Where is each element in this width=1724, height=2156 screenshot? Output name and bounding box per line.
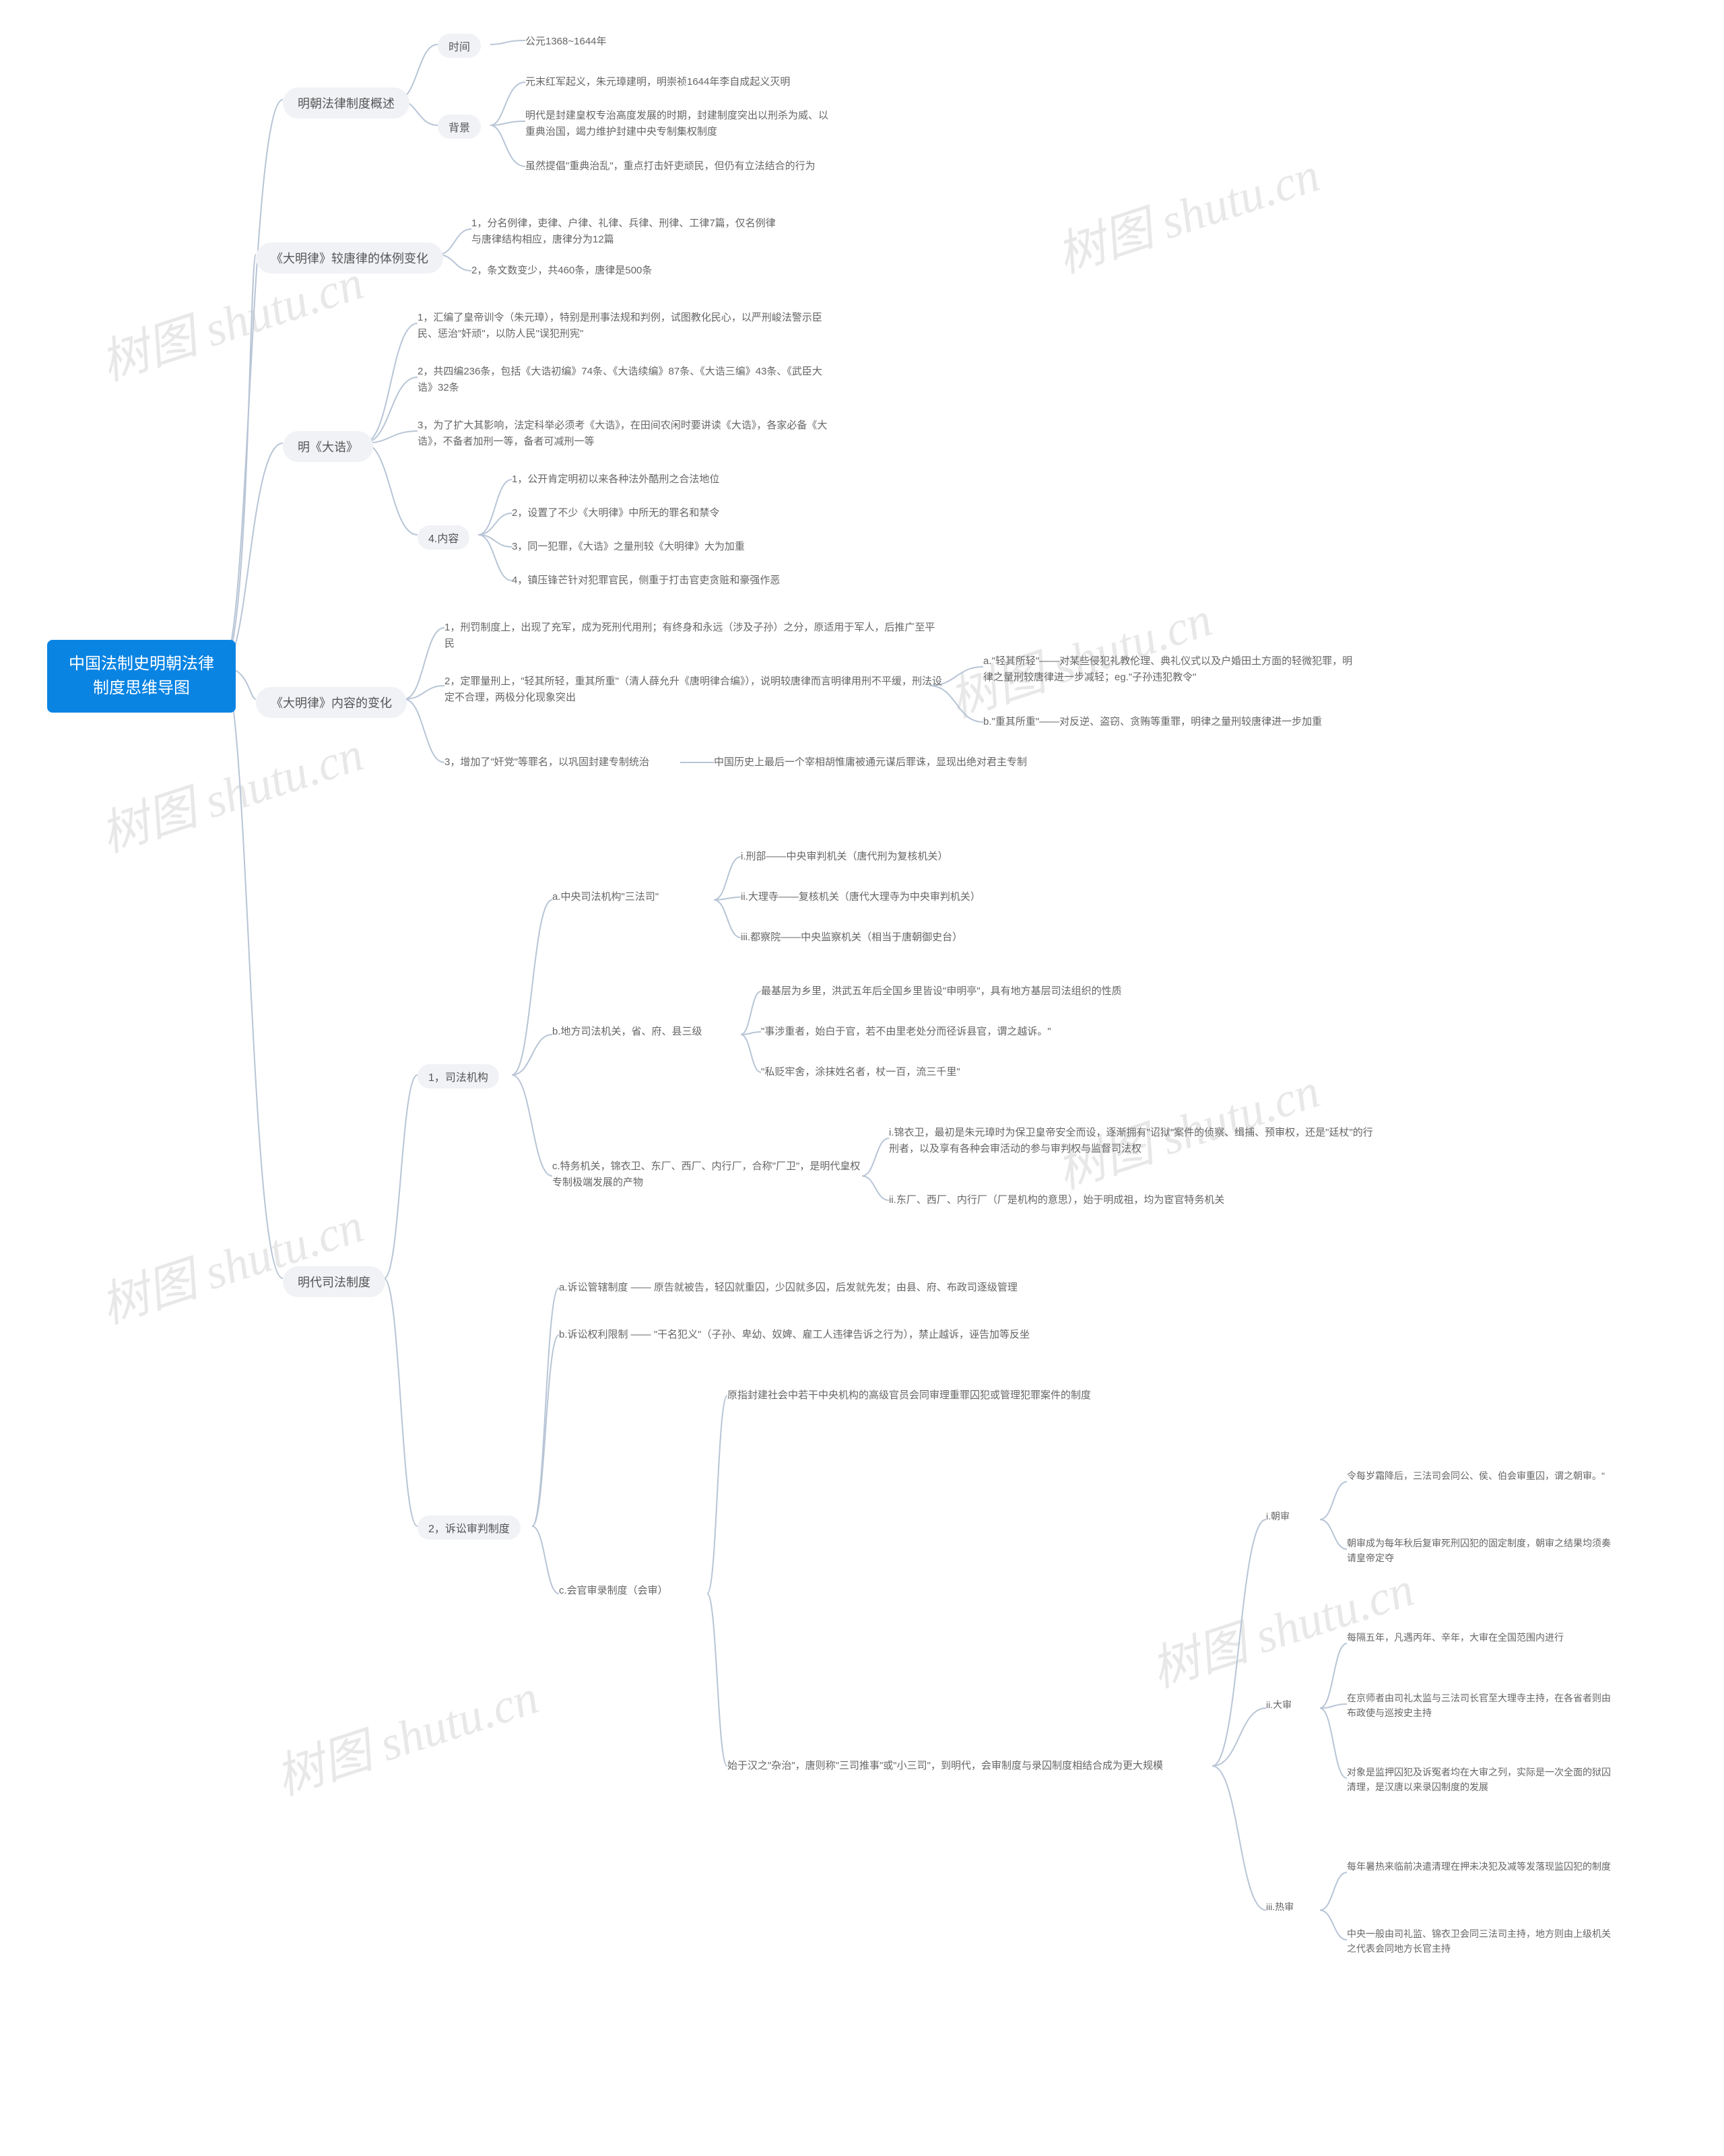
leaf-s5-b0: 最基层为乡里，洪武五年后全国乡里皆设"申明亭"，具有地方基层司法组织的性质 — [761, 983, 1122, 1000]
leaf-s5-c0: i.锦衣卫，最初是朱元璋时为保卫皇帝安全而设，逐渐拥有"诏狱"案件的侦察、缉捕、… — [889, 1125, 1374, 1157]
leaf-s3-c2: 3，同一犯罪，《大诰》之量刑较《大明律》大为加重 — [512, 539, 745, 555]
leaf-triad-iii0: 每年暑热来临前决遣清理在押未决犯及减等发落现监囚犯的制度 — [1347, 1859, 1611, 1874]
node-s3-dagao[interactable]: 明《大诰》 — [283, 431, 373, 462]
watermark: 树图 shutu.cn — [265, 1657, 546, 1808]
leaf-s3-2: 3，为了扩大其影响，法定科举必须考《大诰》，在田间农闲时要讲读《大诰》，各家必备… — [418, 418, 849, 450]
node-s5-judicial[interactable]: 明代司法制度 — [283, 1266, 385, 1297]
node-triad-ii[interactable]: ii.大审 — [1266, 1697, 1292, 1712]
leaf-s3-0: 1，汇编了皇帝训令（朱元璋），特别是刑事法规和判例，试图教化民心，以严刑峻法警示… — [418, 310, 835, 342]
node-s1-time[interactable]: 时间 — [438, 34, 481, 58]
leaf-s5-a0: i.刑部——中央审判机关（唐代刑为复核机关） — [741, 849, 948, 865]
leaf-s5-b2: "私贬牢舍，涂抹姓名者，杖一百，流三千里" — [761, 1064, 960, 1080]
leaf-s3-c0: 1，公开肯定明初以来各种法外酷刑之合法地位 — [512, 471, 719, 488]
node-s4-content-changes[interactable]: 《大明律》内容的变化 — [256, 687, 407, 718]
leaf-triad-ii2: 对象是监押囚犯及诉冤者均在大审之列，实际是一次全面的狱囚清理，是汉唐以来录囚制度… — [1347, 1765, 1616, 1795]
node-s1-bg[interactable]: 背景 — [438, 115, 481, 139]
leaf-s1-bg-1: 明代是封建皇权专治高度发展的时期，封建制度突出以刑杀为威、以重典治国，竭力维护封… — [525, 108, 835, 140]
leaf-s4-2-sub: 中国历史上最后一个宰相胡惟庸被通元谋后罪诛，显现出绝对君主专制 — [714, 754, 1027, 771]
watermark: 树图 shutu.cn — [90, 1185, 371, 1337]
node-s2-changes[interactable]: 《大明律》较唐律的体例变化 — [256, 242, 443, 273]
node-s5-trial[interactable]: 2，诉讼审判制度 — [418, 1515, 521, 1540]
watermark: 树图 shutu.cn — [90, 714, 371, 865]
leaf-s1-time-text: 公元1368~1644年 — [525, 34, 607, 50]
node-s5-a[interactable]: a.中央司法机构"三法司" — [552, 889, 659, 905]
node-s5-b[interactable]: b.地方司法机关，省、府、县三级 — [552, 1024, 702, 1040]
leaf-s5-a1: ii.大理寺——复核机关（唐代大理寺为中央审判机关） — [741, 889, 981, 905]
leaf-s5-tb: b.诉讼权利限制 —— "干名犯义"（子孙、卑幼、奴婢、雇工人违律告诉之行为），… — [559, 1327, 1030, 1343]
node-triad-iii[interactable]: iii.热审 — [1266, 1899, 1294, 1914]
leaf-s2-1: 2，条文数变少，共460条，唐律是500条 — [471, 263, 652, 279]
node-s3-content[interactable]: 4.内容 — [418, 525, 469, 550]
leaf-s5-c1: ii.东厂、西厂、内行厂（厂是机构的意思），始于明成祖，均为宦官特务机关 — [889, 1192, 1224, 1208]
leaf-s5-tc1: 始于汉之"杂治"，唐则称"三司推事"或"小三司"，到明代，会审制度与录囚制度相结… — [727, 1758, 1163, 1774]
leaf-s5-a2: iii.都察院——中央监察机关（相当于唐朝御史台） — [741, 929, 962, 946]
leaf-s4-2: 3，增加了"奸党"等罪名，以巩固封建专制统治 — [444, 754, 649, 771]
leaf-s3-c1: 2，设置了不少《大明律》中所无的罪名和禁令 — [512, 505, 719, 521]
leaf-triad-i0: 令每岁霜降后，三法司会同公、侯、伯会审重囚，谓之朝审。" — [1347, 1468, 1605, 1483]
watermark: 树图 shutu.cn — [1141, 1549, 1422, 1701]
leaf-s2-0: 1，分名例律，吏律、户律、礼律、兵律、刑律、工律7篇，仅名例律与唐律结构相应，唐… — [471, 216, 781, 248]
node-triad-i[interactable]: i.朝审 — [1266, 1509, 1290, 1524]
leaf-s4-b: b."重其所重"——对反逆、盗窃、贪贿等重罪，明律之量刑较唐律进一步加重 — [983, 714, 1322, 730]
leaf-s4-0: 1，刑罚制度上，出现了充军，成为死刑代用刑；有终身和永远（涉及子孙）之分，原适用… — [444, 620, 943, 652]
leaf-s1-bg-2: 虽然提倡"重典治乱"，重点打击奸吏顽民，但仍有立法结合的行为 — [525, 158, 816, 174]
mindmap-canvas: 树图 shutu.cn 树图 shutu.cn 树图 shutu.cn 树图 s… — [0, 0, 1724, 2156]
leaf-s3-c3: 4，镇压锋芒针对犯罪官民，侧重于打击官吏贪赃和豪强作恶 — [512, 573, 780, 589]
node-s5-tc[interactable]: c.会官审录制度（会审） — [559, 1583, 668, 1599]
node-s1-overview[interactable]: 明朝法律制度概述 — [283, 88, 409, 119]
leaf-triad-iii1: 中央一般由司礼监、锦衣卫会同三法司主持，地方则由上级机关之代表会同地方长官主持 — [1347, 1926, 1616, 1957]
leaf-s4-1: 2，定罪量刑上，"轻其所轻，重其所重"（清人薛允升《唐明律合编》），说明较唐律而… — [444, 674, 943, 706]
node-s5-c[interactable]: c.特务机关，锦衣卫、东厂、西厂、内行厂，合称"厂卫"，是明代皇权专制极端发展的… — [552, 1158, 862, 1191]
root-node[interactable]: 中国法制史明朝法律制度思维导图 — [47, 640, 236, 713]
node-s5-judicial-org[interactable]: 1，司法机构 — [418, 1064, 499, 1088]
leaf-s5-tc0: 原指封建社会中若干中央机构的高级官员会同审理重罪囚犯或管理犯罪案件的制度 — [727, 1387, 1091, 1404]
leaf-triad-ii0: 每隔五年，凡遇丙年、辛年，大审在全国范围内进行 — [1347, 1630, 1564, 1645]
leaf-s1-bg-0: 元末红军起义，朱元璋建明，明崇祯1644年李自成起义灭明 — [525, 74, 790, 90]
leaf-s5-b1: "事涉重者，始白于官，若不由里老处分而径诉县官，谓之越诉。" — [761, 1024, 1051, 1040]
leaf-s5-ta: a.诉讼管辖制度 —— 原告就被告，轻囚就重囚，少囚就多囚，后发就先发；由县、府… — [559, 1280, 1018, 1296]
leaf-triad-ii1: 在京师者由司礼太监与三法司长官至大理寺主持，在各省者则由布政使与巡按史主持 — [1347, 1691, 1616, 1721]
leaf-s4-a: a."轻其所轻"——对某些侵犯礼教伦理、典礼仪式以及户婚田土方面的轻微犯罪，明律… — [983, 653, 1360, 686]
leaf-s3-1: 2，共四编236条，包括《大诰初编》74条、《大诰续编》87条、《大诰三编》43… — [418, 364, 835, 396]
leaf-triad-i1: 朝审成为每年秋后复审死刑囚犯的固定制度，朝审之结果均须奏请皇帝定夺 — [1347, 1536, 1616, 1566]
watermark: 树图 shutu.cn — [1047, 135, 1327, 286]
